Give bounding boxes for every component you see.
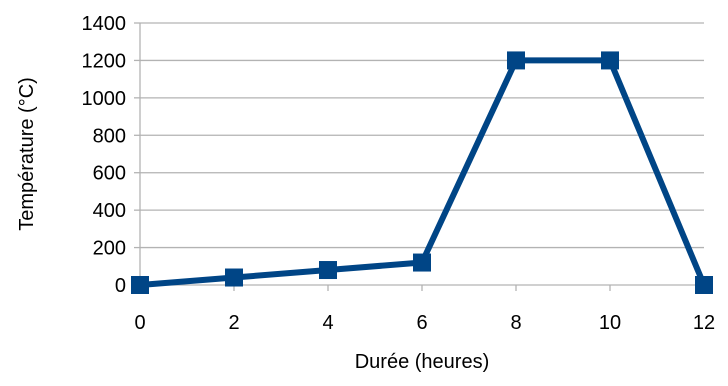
x-tick-label: 12 — [693, 312, 715, 334]
y-tick-label: 600 — [93, 163, 126, 185]
y-tick-label: 200 — [93, 238, 126, 260]
y-tick-label: 1200 — [82, 50, 127, 72]
y-axis-title: Température (°C) — [16, 77, 38, 231]
data-point-marker — [695, 276, 713, 294]
y-tick-label: 1400 — [82, 13, 127, 35]
gridlines — [140, 22, 704, 249]
data-point-marker — [507, 51, 525, 70]
y-tick-label: 400 — [93, 200, 126, 222]
data-point-marker — [319, 261, 337, 280]
x-tick-label: 8 — [510, 312, 521, 334]
data-point-marker — [131, 276, 149, 294]
data-point-marker — [225, 268, 243, 287]
x-tick-label: 2 — [228, 312, 239, 334]
data-point-marker — [413, 253, 431, 272]
tick-labels: 0 200 400 600 800 1000 1200 1400 0 2 4 6 8 10 12 — [82, 13, 716, 334]
y-tick-label: 0 — [115, 275, 126, 297]
data-series — [131, 51, 713, 294]
y-tick-label: 1000 — [82, 88, 127, 110]
x-tick-label: 6 — [416, 312, 427, 334]
x-axis-title: Durée (heures) — [355, 351, 490, 373]
x-tick-label: 0 — [134, 312, 145, 334]
x-tick-label: 10 — [599, 312, 621, 334]
x-tick-label: 4 — [322, 312, 333, 334]
data-point-marker — [601, 51, 619, 70]
y-tick-label: 800 — [93, 125, 126, 147]
